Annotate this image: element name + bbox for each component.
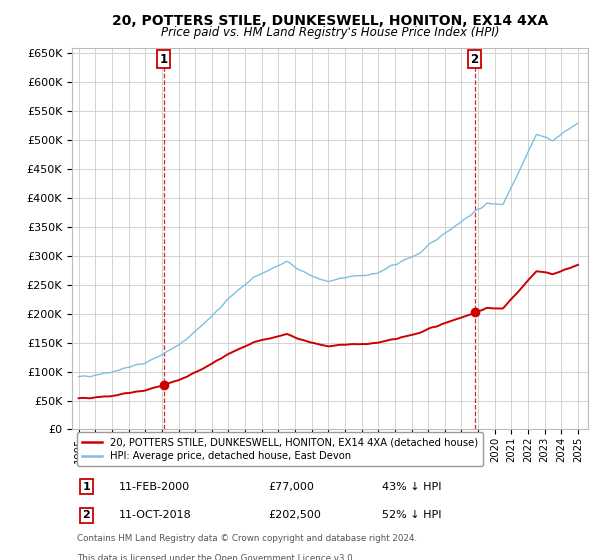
Text: 52% ↓ HPI: 52% ↓ HPI <box>382 510 441 520</box>
Text: £77,000: £77,000 <box>268 482 314 492</box>
Text: 43% ↓ HPI: 43% ↓ HPI <box>382 482 441 492</box>
Text: 2: 2 <box>470 53 479 66</box>
Legend: 20, POTTERS STILE, DUNKESWELL, HONITON, EX14 4XA (detached house), HPI: Average : 20, POTTERS STILE, DUNKESWELL, HONITON, … <box>77 432 483 466</box>
Text: 2: 2 <box>82 510 90 520</box>
Text: Price paid vs. HM Land Registry's House Price Index (HPI): Price paid vs. HM Land Registry's House … <box>161 26 499 39</box>
Text: £202,500: £202,500 <box>268 510 321 520</box>
Text: 11-OCT-2018: 11-OCT-2018 <box>118 510 191 520</box>
Text: 1: 1 <box>82 482 90 492</box>
Text: 11-FEB-2000: 11-FEB-2000 <box>118 482 190 492</box>
Text: Contains HM Land Registry data © Crown copyright and database right 2024.: Contains HM Land Registry data © Crown c… <box>77 534 417 543</box>
Text: 1: 1 <box>160 53 168 66</box>
Text: This data is licensed under the Open Government Licence v3.0.: This data is licensed under the Open Gov… <box>77 554 356 560</box>
Text: 20, POTTERS STILE, DUNKESWELL, HONITON, EX14 4XA: 20, POTTERS STILE, DUNKESWELL, HONITON, … <box>112 14 548 28</box>
